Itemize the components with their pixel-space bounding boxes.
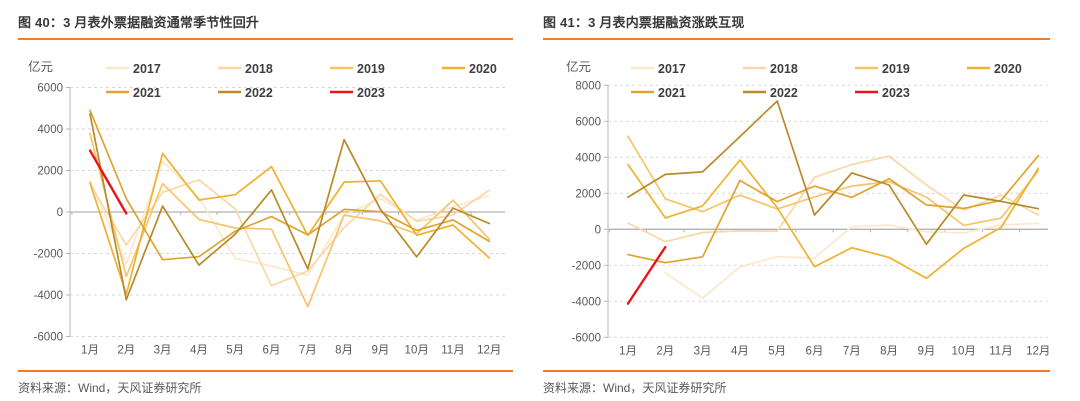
- legend-label-2020: 2020: [469, 62, 497, 76]
- series-line-2021: [627, 154, 1040, 264]
- x-tick-label: 3月: [154, 345, 172, 357]
- y-tick-label: 4000: [575, 152, 601, 164]
- series-line-2023: [88, 149, 128, 215]
- x-tick-label: 10月: [405, 345, 429, 357]
- legend-label-2022: 2022: [245, 86, 273, 100]
- x-tick-label: 10月: [952, 345, 976, 357]
- y-tick-label: -4000: [572, 296, 601, 308]
- legend-label-2021: 2021: [133, 86, 161, 100]
- legend-label-2018: 2018: [770, 62, 798, 76]
- series-line-2020: [627, 159, 1040, 280]
- x-tick-label: 3月: [694, 345, 712, 357]
- legend-label-2021: 2021: [658, 86, 686, 100]
- x-tick-label: 5月: [768, 345, 786, 357]
- figure-40-title: 图 40：3 月表外票据融资通常季节性回升: [18, 8, 513, 40]
- y-tick-label: 6000: [575, 116, 601, 128]
- series-line-2022: [627, 100, 1040, 246]
- figure-40-line-chart: 6000 4000 2000 0 -2000 -4000 -6000 1月 2月 3月 4月 5月 6月…: [28, 59, 505, 357]
- y-tick-label: 2000: [37, 166, 63, 178]
- legend-label-2019: 2019: [357, 62, 385, 76]
- figure-41-panel: 图 41：3 月表内票据融资涨跌互现 8000 6000 4000 2000 0 -200…: [543, 8, 1050, 396]
- legend-label-2023: 2023: [882, 86, 910, 100]
- legend-label-2022: 2022: [770, 86, 798, 100]
- series-line-2021: [89, 109, 491, 261]
- y-tick-label: -2000: [34, 249, 63, 261]
- x-tick-label: 9月: [917, 345, 935, 357]
- series-line-2019: [89, 132, 491, 308]
- figure-40-panel: 图 40：3 月表外票据融资通常季节性回升 6000 4000 2000 0 -2000…: [18, 8, 513, 396]
- y-axis-unit-label: 亿元: [566, 59, 591, 74]
- x-tick-label: 9月: [371, 345, 389, 357]
- x-tick-label: 7月: [299, 345, 317, 357]
- y-tick-label: -4000: [34, 290, 63, 302]
- x-tick-label: 5月: [226, 345, 244, 357]
- y-tick-label: -2000: [572, 260, 601, 272]
- y-tick-label: 0: [57, 207, 63, 219]
- y-tick-label: 4000: [37, 124, 63, 136]
- series-line-2023: [626, 245, 667, 305]
- legend-label-2023: 2023: [357, 86, 385, 100]
- x-tick-label: 1月: [619, 345, 637, 357]
- y-tick-label: 6000: [37, 83, 63, 95]
- legend-label-2020: 2020: [994, 62, 1022, 76]
- legend-label-2017: 2017: [658, 62, 686, 76]
- legend-label-2018: 2018: [245, 62, 273, 76]
- figure-40-source: 资料来源：Wind，天风证券研究所: [18, 370, 513, 396]
- x-tick-label: 6月: [263, 345, 281, 357]
- x-tick-label: 7月: [843, 345, 861, 357]
- figure-41-title: 图 41：3 月表内票据融资涨跌互现: [543, 8, 1050, 40]
- x-tick-label: 8月: [335, 345, 353, 357]
- legend-label-2017: 2017: [133, 62, 161, 76]
- figure-41-line-chart: 8000 6000 4000 2000 0 -2000 -4000 -6000 1月 2月 3月 4月…: [566, 59, 1050, 357]
- series-line-2019: [627, 135, 1040, 227]
- x-tick-label: 4月: [190, 345, 208, 357]
- y-tick-label: 0: [595, 224, 601, 236]
- series-line-2022: [89, 112, 491, 301]
- x-tick-label: 12月: [477, 345, 501, 357]
- x-tick-label: 11月: [989, 345, 1012, 357]
- y-axis-unit-label: 亿元: [28, 59, 53, 74]
- legend-label-2019: 2019: [882, 62, 910, 76]
- figure-41-source: 资料来源：Wind，天风证券研究所: [543, 370, 1050, 396]
- y-tick-label: -6000: [572, 332, 601, 344]
- y-tick-label: 8000: [575, 80, 601, 92]
- x-tick-label: 1月: [81, 345, 99, 357]
- x-tick-label: 8月: [880, 345, 898, 357]
- x-tick-label: 6月: [806, 345, 824, 357]
- y-tick-label: -6000: [34, 332, 63, 344]
- series-line-2020: [89, 152, 491, 296]
- y-tick-label: 2000: [575, 188, 601, 200]
- x-tick-label: 4月: [731, 345, 749, 357]
- x-tick-label: 11月: [441, 345, 464, 357]
- x-tick-label: 2月: [656, 345, 674, 357]
- x-tick-label: 12月: [1026, 345, 1050, 357]
- x-tick-label: 2月: [117, 345, 135, 357]
- series-line-2017: [664, 222, 1040, 300]
